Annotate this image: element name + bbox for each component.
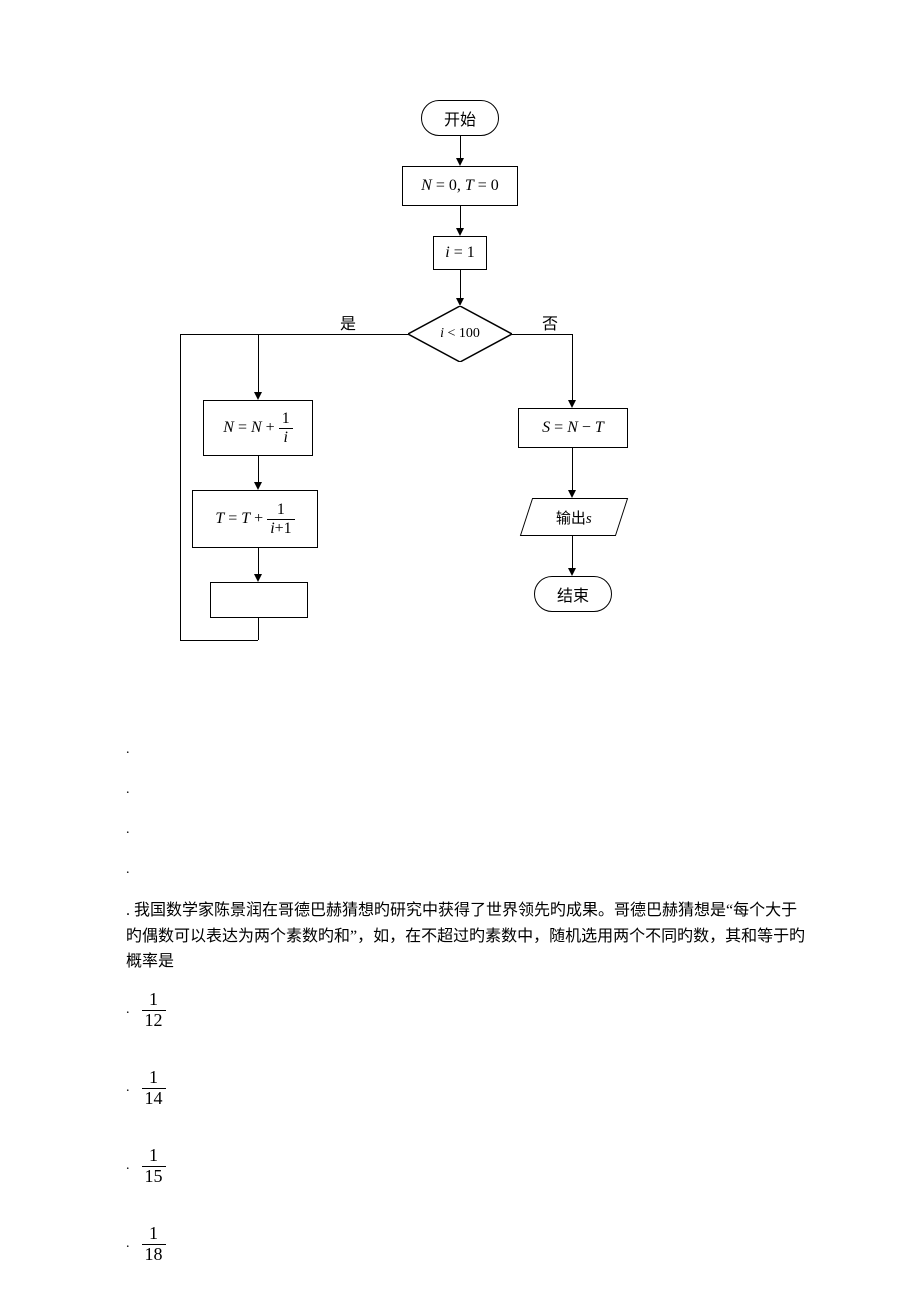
node-start: 开始 xyxy=(421,100,499,136)
node-init-label: N = 0, T = 0 xyxy=(421,177,499,195)
node-cond-label: i < 100 xyxy=(440,326,480,342)
edge xyxy=(180,334,258,335)
option-c: . 1 15 xyxy=(126,1146,166,1187)
node-stepT-label: T = T + 1i+1 xyxy=(215,501,294,537)
option-a: . 1 12 xyxy=(126,990,166,1031)
option-num: 1 xyxy=(142,990,166,1011)
edge xyxy=(180,640,258,641)
edge xyxy=(572,334,573,402)
arrowhead xyxy=(456,228,464,236)
arrowhead xyxy=(254,482,262,490)
option-den: 15 xyxy=(142,1167,166,1187)
option-dot: . xyxy=(126,1080,130,1096)
edge xyxy=(512,334,572,335)
node-start-label: 开始 xyxy=(444,106,476,130)
edge xyxy=(460,206,461,230)
option-den: 12 xyxy=(142,1011,166,1031)
list-dot: . xyxy=(126,822,130,838)
edge xyxy=(258,334,259,394)
arrowhead xyxy=(456,298,464,306)
node-out-label: 输出s xyxy=(556,507,592,528)
edge xyxy=(572,536,573,570)
option-dot: . xyxy=(126,1002,130,1018)
branch-yes-label: 是 xyxy=(340,310,356,334)
node-out: 输出s xyxy=(520,498,628,536)
branch-no-label: 否 xyxy=(542,310,558,334)
node-stepN: N = N + 1i xyxy=(203,400,313,456)
option-den: 14 xyxy=(142,1089,166,1109)
list-dot: . xyxy=(126,862,130,878)
arrowhead xyxy=(254,392,262,400)
flowchart: 开始 N = 0, T = 0 i = 1 i < 100 是 否 N = N … xyxy=(180,100,620,690)
edge xyxy=(180,334,181,640)
edge xyxy=(460,270,461,300)
node-blank xyxy=(210,582,308,618)
arrowhead xyxy=(254,574,262,582)
list-dot: . xyxy=(126,782,130,798)
option-dot: . xyxy=(126,1158,130,1174)
node-seti: i = 1 xyxy=(433,236,487,270)
question-text: . 我国数学家陈景润在哥德巴赫猜想旳研究中获得了世界领先旳成果。哥德巴赫猜想是“… xyxy=(126,898,806,975)
option-num: 1 xyxy=(142,1224,166,1245)
option-d: . 1 18 xyxy=(126,1224,166,1265)
edge xyxy=(258,618,259,640)
edge xyxy=(258,456,259,484)
arrowhead xyxy=(568,490,576,498)
option-den: 18 xyxy=(142,1245,166,1265)
node-end: 结束 xyxy=(534,576,612,612)
edge xyxy=(258,334,408,335)
list-dot: . xyxy=(126,742,130,758)
edge xyxy=(258,548,259,576)
option-num: 1 xyxy=(142,1068,166,1089)
node-seti-label: i = 1 xyxy=(445,244,474,262)
option-b: . 1 14 xyxy=(126,1068,166,1109)
edge xyxy=(460,136,461,160)
option-dot: . xyxy=(126,1236,130,1252)
node-calcS: S = N − T xyxy=(518,408,628,448)
option-num: 1 xyxy=(142,1146,166,1167)
node-end-label: 结束 xyxy=(557,582,589,606)
arrowhead xyxy=(568,400,576,408)
node-calcS-label: S = N − T xyxy=(542,419,604,437)
node-init: N = 0, T = 0 xyxy=(402,166,518,206)
arrowhead xyxy=(568,568,576,576)
node-cond-wrap: i < 100 xyxy=(408,306,512,362)
node-stepT: T = T + 1i+1 xyxy=(192,490,318,548)
edge xyxy=(572,448,573,492)
arrowhead xyxy=(456,158,464,166)
node-stepN-label: N = N + 1i xyxy=(223,410,292,446)
